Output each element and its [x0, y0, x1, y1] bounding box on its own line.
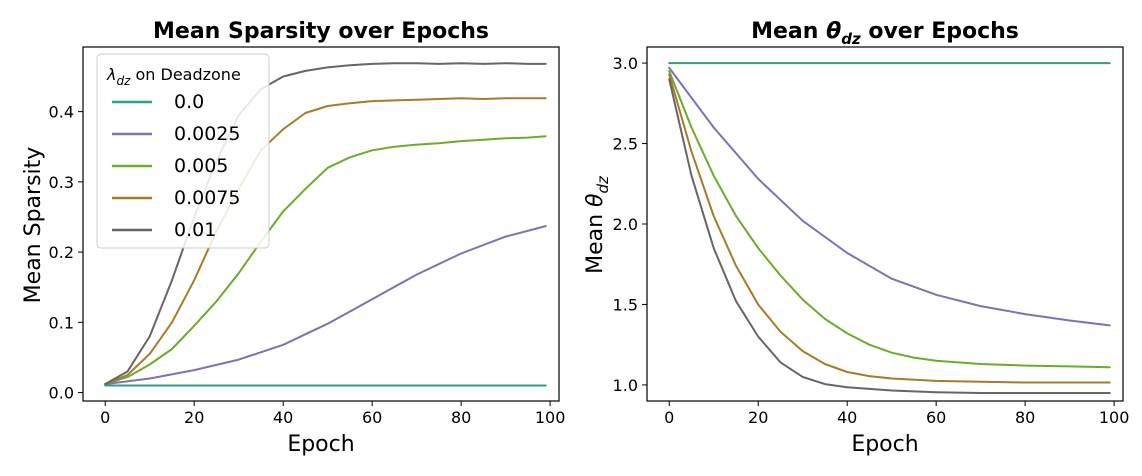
- sparsity-x-tick-label: 40: [273, 408, 293, 427]
- theta-y-tick-label: 2.5: [613, 135, 638, 154]
- sparsity-series-lines: [104, 62, 547, 387]
- theta-x-tick-label: 40: [837, 408, 857, 427]
- sparsity-y-tick-label: 0.4: [49, 103, 74, 122]
- theta-ticks: 0 20 40 60 80 100 1.0 1.5 2.0 2.5 3.0: [613, 54, 1130, 427]
- legend-label: 0.0: [174, 91, 204, 113]
- sparsity-y-axis-label: Mean Sparsity: [21, 147, 46, 304]
- sparsity-ticks: 0 20 40 60 80 100 0.0 0.1 0.2 0.3 0.4: [49, 103, 566, 427]
- theta-chart: Mean θdz over Epochs Epoch Mean θdz 0 20 4…: [583, 19, 1129, 457]
- legend-label: 0.01: [174, 219, 216, 241]
- sparsity-series-line-0-0025: [104, 225, 547, 386]
- sparsity-series-line-0-0075: [104, 97, 547, 386]
- sparsity-x-axis-label: Epoch: [287, 432, 354, 457]
- legend: λdz on Deadzone 0.0 0.0025 0.005 0.0075 0.01: [96, 53, 270, 249]
- theta-x-axis-label: Epoch: [851, 432, 918, 457]
- theta-x-tick-label: 80: [1015, 408, 1035, 427]
- theta-series-line-0-0025: [668, 66, 1111, 327]
- sparsity-y-tick-label: 0.3: [49, 173, 74, 192]
- theta-x-tick-label: 100: [1099, 408, 1130, 427]
- theta-y-tick-label: 3.0: [613, 54, 638, 73]
- legend-label: 0.0025: [174, 123, 240, 145]
- theta-series-line-0-01: [668, 78, 1111, 394]
- theta-x-tick-label: 20: [748, 408, 768, 427]
- theta-y-tick-label: 1.5: [613, 295, 638, 314]
- legend-label: 0.005: [174, 155, 228, 177]
- theta-chart-title: Mean θdz over Epochs: [751, 19, 1019, 48]
- legend-label: 0.0075: [174, 187, 240, 209]
- theta-x-tick-label: 0: [664, 408, 674, 427]
- theta-y-tick-label: 1.0: [613, 376, 638, 395]
- sparsity-chart-title: Mean Sparsity over Epochs: [153, 19, 489, 44]
- sparsity-series-line-0-01: [104, 62, 547, 386]
- legend-title: λdz on Deadzone: [106, 65, 241, 88]
- sparsity-chart: Mean Sparsity over Epochs Epoch Mean Spa…: [21, 19, 565, 457]
- sparsity-y-tick-label: 0.2: [49, 243, 74, 262]
- sparsity-x-tick-label: 0: [100, 408, 110, 427]
- theta-y-axis-label: Mean θdz: [583, 175, 612, 274]
- theta-x-tick-label: 60: [926, 408, 946, 427]
- sparsity-x-tick-label: 20: [184, 408, 204, 427]
- theta-series-lines: [668, 62, 1111, 394]
- sparsity-x-tick-label: 100: [535, 408, 566, 427]
- sparsity-x-tick-label: 80: [451, 408, 471, 427]
- theta-plot-frame: [646, 46, 1124, 402]
- theta-y-tick-label: 2.0: [613, 215, 638, 234]
- sparsity-series-line-0-005: [104, 135, 547, 386]
- sparsity-plot-frame: [82, 46, 560, 402]
- sparsity-x-tick-label: 60: [362, 408, 382, 427]
- sparsity-y-tick-label: 0.1: [49, 313, 74, 332]
- theta-series-line-0-0075: [668, 73, 1111, 384]
- sparsity-y-tick-label: 0.0: [49, 384, 74, 403]
- theta-series-line-0-005: [668, 70, 1111, 369]
